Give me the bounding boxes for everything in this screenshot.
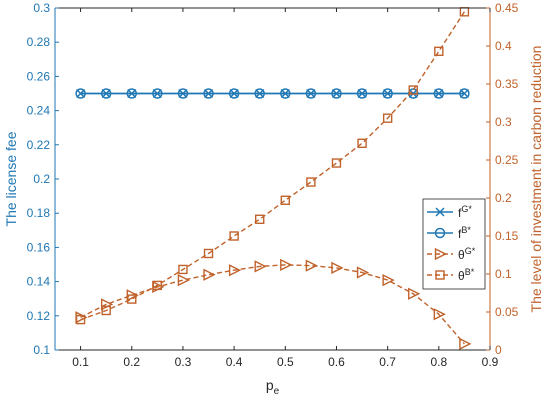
x-tick-label: 0.6: [328, 355, 345, 369]
series-2-point: [203, 268, 216, 281]
right-y-tick-label: 0.35: [495, 77, 519, 91]
left-y-tick-label: 0.24: [27, 104, 51, 118]
right-y-tick-label: 0.1: [495, 267, 512, 281]
series-1-point: [228, 88, 240, 99]
legend: fG* fB* θG* θB*: [422, 198, 486, 290]
left-axis-label: The license fee: [3, 131, 19, 226]
legend-marker: [434, 247, 448, 261]
series-3-point: [382, 113, 393, 123]
series-3-point: [434, 46, 444, 57]
series-1-point: [280, 88, 291, 99]
series-3-point: [203, 248, 214, 259]
left-y-tick-label: 0.2: [33, 172, 50, 186]
series-1-point: [152, 88, 163, 99]
x-tick-label: 0.8: [430, 355, 447, 369]
series-3-point: [75, 314, 86, 325]
series-2-point: [254, 260, 267, 273]
series-2-point: [459, 337, 472, 351]
series-3-point: [152, 280, 163, 291]
x-tick-label: 0.9: [482, 355, 499, 369]
right-y-tick-label: 0.05: [495, 305, 519, 319]
left-y-tick-label: 0.3: [33, 1, 50, 15]
series-3-point: [255, 214, 265, 224]
series-3-point: [331, 158, 342, 168]
legend-label: fB*: [458, 225, 471, 241]
legend-label: θG*: [458, 246, 476, 262]
left-y-tick-label: 0.22: [27, 138, 51, 152]
left-y-tick-label: 0.18: [27, 206, 51, 220]
series-1-point: [75, 88, 86, 99]
left-y-tick-label: 0.28: [27, 35, 51, 49]
series-1-point: [100, 88, 112, 99]
series-2-point: [382, 273, 395, 287]
series-3-point: [357, 138, 367, 148]
x-tick-label: 0.1: [72, 355, 89, 369]
series-2-point: [408, 287, 421, 300]
axes-layer: 0.1 0.2 0.3 0.4 0.5 0.6 0.7 0.8 0.9 0.1 0.12 0.14 0.…: [3, 1, 544, 397]
x-tick-label: 0.4: [226, 355, 243, 369]
right-y-tick-label: 0: [495, 343, 502, 357]
series-1-point: [382, 88, 393, 99]
x-marker-stroke: [435, 207, 445, 217]
series-3-point: [280, 195, 290, 205]
right-y-tick-label: 0.4: [495, 39, 512, 53]
series-1-point: [356, 88, 368, 99]
legend-box: [422, 198, 486, 290]
left-y-tick-label: 0.1: [33, 343, 50, 357]
right-y-tick-label: 0.3: [495, 115, 512, 129]
right-axis-label: The level of investment in carbon reduct…: [528, 46, 544, 313]
series-line-2: [80, 264, 465, 345]
series-1-point: [459, 88, 470, 99]
left-y-tick-label: 0.12: [27, 309, 51, 323]
series-2-point: [331, 261, 344, 275]
series-2-point: [433, 308, 446, 321]
right-y-tick-label: 0.45: [495, 1, 519, 15]
left-y-tick-label: 0.16: [27, 240, 51, 254]
series-1-point: [203, 88, 214, 99]
series-1-point: [433, 88, 445, 99]
right-y-tick-label: 0.25: [495, 153, 519, 167]
series-3-point: [408, 85, 418, 95]
legend-marker: [434, 227, 446, 239]
x-tick-label: 0.2: [123, 355, 140, 369]
legend-marker: [435, 270, 445, 280]
series-layer: [75, 7, 472, 351]
series-3-point: [178, 264, 188, 275]
series-line-3: [80, 11, 465, 321]
series-3-point: [229, 231, 239, 241]
series-3-point: [306, 177, 316, 187]
series-2-point: [228, 264, 242, 277]
x-axis-label: pe: [266, 377, 280, 397]
legend-marker: [435, 207, 445, 217]
series-2-point: [280, 258, 293, 272]
series-2-point: [177, 273, 191, 287]
series-3-point: [101, 305, 111, 316]
series-3-point: [127, 294, 137, 304]
series-2-point: [305, 259, 318, 272]
series-1-point: [126, 88, 138, 99]
series-2-point: [356, 266, 370, 279]
x-tick-label: 0.3: [175, 355, 192, 369]
left-y-tick-label: 0.14: [27, 275, 51, 289]
right-y-tick-label: 0.15: [495, 229, 519, 243]
series-1-point: [254, 88, 265, 99]
legend-label: θB*: [458, 267, 475, 283]
legend-label: fG*: [458, 204, 472, 220]
x-tick-label: 0.7: [379, 355, 396, 369]
right-y-tick-label: 0.2: [495, 191, 512, 205]
x-tick-label: 0.5: [277, 355, 294, 369]
series-1-point: [305, 88, 317, 99]
left-y-tick-label: 0.26: [27, 69, 51, 83]
series-1-point: [331, 88, 342, 99]
series-1-point: [177, 88, 189, 99]
